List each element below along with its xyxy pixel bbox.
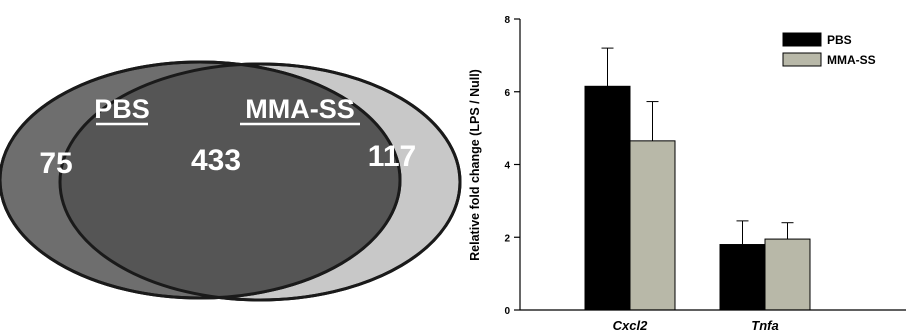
y-tick-label: 4	[504, 161, 510, 172]
venn-set-b-outline	[58, 62, 462, 302]
y-axis-ticks: 0 2 4 6 8	[504, 15, 520, 317]
legend-swatch	[782, 52, 822, 67]
bar	[584, 85, 631, 311]
y-tick-label: 8	[504, 15, 510, 26]
x-axis-tick-labels: Cxcl2 Tnfa	[613, 318, 779, 333]
venn-set-a-outline	[0, 60, 402, 300]
y-tick-label: 6	[504, 88, 510, 99]
y-tick-label: 2	[504, 233, 510, 244]
legend-label: MMA-SS	[827, 53, 876, 67]
legend: PBS MMA-SS	[782, 32, 876, 67]
venn-set-a-name: PBS	[94, 94, 150, 124]
venn-set-b-unique-count: 117	[368, 140, 416, 173]
venn-set-a-unique-count: 75	[39, 147, 72, 180]
venn-overlap-count: 433	[191, 144, 241, 177]
legend-swatch	[782, 32, 822, 47]
x-tick-label: Tnfa	[751, 318, 778, 333]
bar-chart: Relative fold change (LPS / Null) 02468 …	[468, 15, 906, 333]
bar	[764, 238, 811, 311]
venn-set-b-name: MMA-SS	[245, 94, 355, 124]
bar	[629, 140, 676, 311]
x-tick-label: Cxcl2	[613, 318, 648, 333]
bar	[719, 244, 766, 311]
bar-series	[584, 47, 811, 311]
y-axis-label: Relative fold change (LPS / Null)	[468, 69, 482, 261]
legend-label: PBS	[827, 33, 852, 47]
venn-diagram: PBS MMA-SS 75 433 117	[0, 60, 462, 302]
y-tick-label: 0	[504, 306, 510, 317]
